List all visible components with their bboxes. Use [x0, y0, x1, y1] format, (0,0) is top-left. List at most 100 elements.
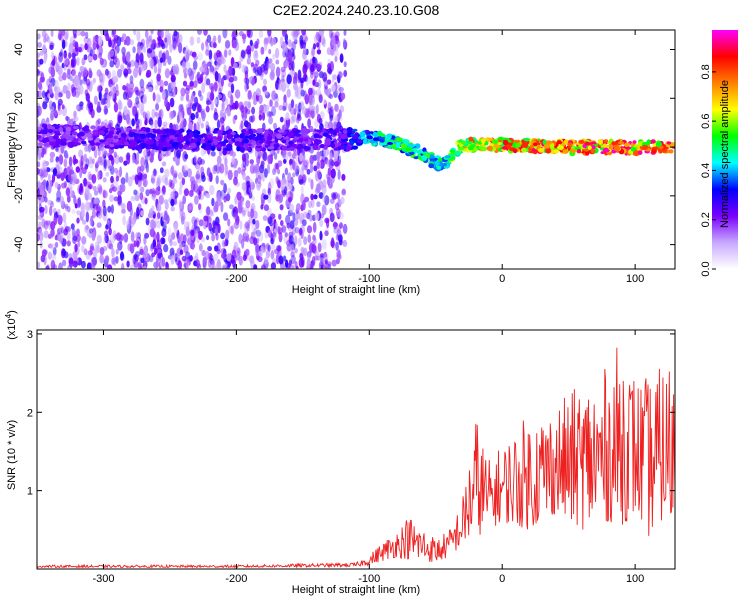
spectrogram-noise-cell — [41, 30, 47, 38]
spectrogram-noise-cell — [111, 69, 117, 81]
spectrogram-noise-cell — [189, 36, 195, 46]
spectrogram-noise-cell — [68, 172, 72, 182]
spectrogram-noise-cell — [165, 213, 170, 224]
spectrogram-noise-cell — [312, 43, 317, 50]
spectrogram-noise-cell — [211, 210, 215, 217]
spectrogram-ridge-cell — [298, 137, 304, 143]
spectrogram-noise-cell — [88, 67, 92, 79]
snr-x-ticks: -300 -200 -100 0 100 — [92, 330, 644, 585]
spectrogram-ridge-cell — [174, 134, 179, 138]
spectrogram-noise-cell — [312, 79, 316, 86]
spectrogram-noise-cell — [247, 90, 252, 100]
spectrogram-noise-cell — [199, 193, 205, 200]
spectrogram-noise-cell — [183, 72, 188, 79]
spectrogram-noise-cell — [154, 111, 158, 117]
spectrogram-noise-cell — [86, 262, 92, 269]
spectrogram-noise-cell — [100, 98, 106, 106]
spectrogram-noise-cell — [60, 30, 66, 36]
spectrogram-ridge-cell — [106, 137, 113, 143]
x-tick-label: 0 — [499, 273, 505, 285]
spectrogram-noise-cell — [130, 195, 136, 202]
spectrogram-noise-cell — [43, 220, 49, 230]
spectrogram-ridge-cell — [449, 149, 456, 153]
spectrogram-noise-cell — [216, 249, 221, 255]
spectrogram-ridge-cell — [72, 125, 79, 130]
spectrogram-noise-cell — [208, 49, 213, 60]
spectrogram-ridge-cell — [481, 138, 486, 144]
spectrogram-noise-cell — [97, 101, 101, 112]
spectrogram-noise-cell — [93, 197, 100, 205]
spectrogram-noise-cell — [49, 88, 53, 95]
spectrogram-noise-cell — [73, 195, 77, 205]
spectrogram-noise-cell — [241, 153, 246, 162]
spectrogram-ridge-cell — [95, 142, 101, 146]
spectrogram-noise-cell — [312, 221, 317, 233]
spectrogram-noise-cell — [326, 47, 332, 56]
spectrogram-noise-cell — [338, 86, 344, 93]
spectrogram-noise-cell — [112, 75, 119, 84]
spectrogram-noise-cell — [164, 68, 170, 79]
spectrogram-noise-cell — [242, 112, 247, 122]
spectrogram-noise-cell — [75, 104, 79, 111]
spectrogram-ridge-cell — [277, 129, 285, 133]
spectrogram-noise-cell — [47, 173, 51, 182]
spectrogram-noise-cell — [111, 186, 118, 192]
spectrogram-noise-cell — [327, 176, 331, 186]
spectrogram-noise-cell — [44, 33, 49, 42]
spectrogram-ridge-cell — [281, 139, 287, 144]
spectrogram-noise-cell — [130, 216, 137, 225]
spectrogram-noise-cell — [216, 155, 222, 165]
spectrogram-noise-cell — [267, 34, 273, 44]
spectrogram-noise-cell — [240, 120, 244, 130]
spectrogram-noise-cell — [244, 221, 250, 229]
spectrogram-ridge-cell — [352, 128, 358, 132]
spectrogram-noise-cell — [178, 104, 184, 112]
spectrogram-ridge-cell — [297, 143, 304, 149]
spectrogram-noise-cell — [106, 99, 111, 109]
spectrogram-noise-cell — [219, 116, 225, 124]
spectrogram-noise-cell — [323, 149, 329, 158]
spectrogram-noise-cell — [185, 84, 191, 91]
spectrogram-noise-cell — [292, 152, 297, 160]
spectrogram-ridge-cell — [226, 133, 234, 140]
spectrogram-ridge-cell — [487, 137, 494, 141]
spectrogram-noise-cell — [98, 46, 103, 56]
spectrogram-noise-cell — [136, 152, 140, 161]
spectrogram-noise-cell — [190, 229, 195, 236]
spectrogram-noise-cell — [213, 52, 218, 61]
spectrogram-noise-cell — [146, 38, 149, 49]
spectrogram-noise-cell — [71, 56, 77, 67]
spectrogram-noise-cell — [272, 231, 277, 238]
spectrogram-noise-cell — [324, 230, 329, 237]
snr-y-ticks: 1 2 3 — [27, 329, 675, 498]
spectrogram-noise-cell — [274, 101, 279, 108]
y-tick-label: -40 — [13, 237, 25, 253]
spectrogram-noise-cell — [279, 36, 284, 47]
spectrogram-noise-cell — [109, 188, 113, 194]
spectrogram-noise-cell — [185, 61, 191, 73]
spectrogram-noise-cell — [189, 70, 195, 82]
spectrogram-noise-cell — [142, 178, 148, 188]
spectrogram-ridge-cell — [246, 147, 251, 152]
spectrogram-noise-cell — [340, 196, 345, 205]
spectrogram-noise-cell — [154, 102, 159, 110]
spectrogram-noise-cell — [217, 34, 222, 44]
spectrogram-ridge-cell — [55, 138, 61, 144]
spectrogram-noise-cell — [150, 30, 154, 35]
y-tick-label: 0 — [13, 144, 25, 150]
spectrogram-noise-cell — [299, 152, 303, 162]
spectrogram-noise-cell — [323, 205, 327, 215]
spectrogram-noise-cell — [329, 212, 335, 223]
spectrogram-noise-cell — [173, 30, 178, 37]
spectrogram-noise-cell — [85, 224, 89, 231]
spectrogram-noise-cell — [251, 77, 256, 86]
spectrogram-noise-cell — [81, 236, 87, 245]
spectrogram-noise-cell — [145, 217, 150, 226]
spectrogram-noise-cell — [175, 160, 180, 166]
spectrogram-noise-cell — [157, 94, 162, 103]
spectrogram-noise-cell — [114, 180, 119, 192]
spectrogram-noise-cell — [135, 240, 140, 248]
spectrogram-noise-cell — [85, 211, 90, 223]
spectrogram-noise-cell — [209, 65, 214, 72]
spectrogram-noise-cell — [133, 189, 138, 196]
